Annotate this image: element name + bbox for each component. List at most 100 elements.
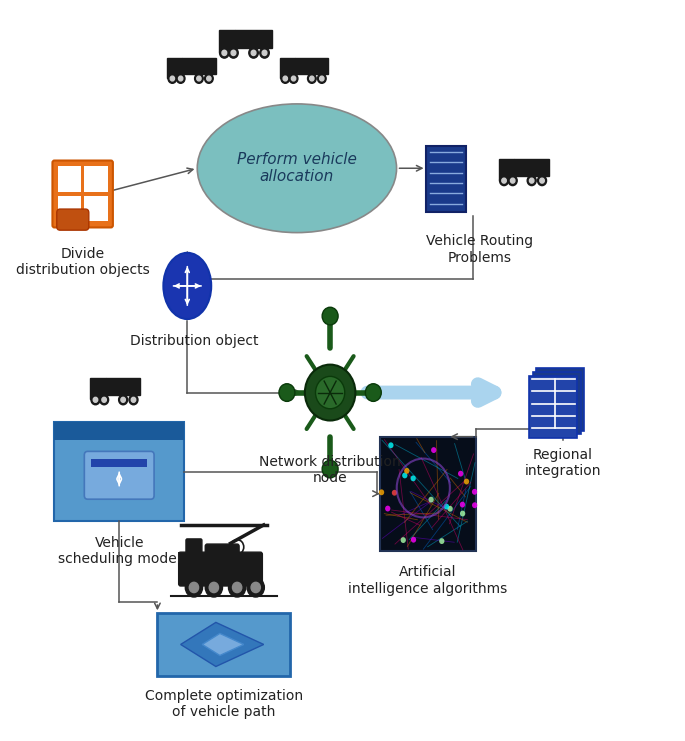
Circle shape [119,395,127,405]
Circle shape [464,479,469,485]
Circle shape [205,74,213,83]
Circle shape [458,471,463,476]
Circle shape [207,76,211,81]
Circle shape [170,76,175,81]
Circle shape [431,447,436,453]
Circle shape [308,74,316,83]
Circle shape [379,489,384,495]
Circle shape [460,502,465,508]
FancyBboxPatch shape [158,614,290,676]
Circle shape [260,47,269,58]
Ellipse shape [197,104,397,233]
Circle shape [320,76,324,81]
Circle shape [305,365,356,420]
Circle shape [322,308,338,325]
Circle shape [388,442,394,448]
FancyBboxPatch shape [58,167,81,192]
FancyBboxPatch shape [427,146,466,213]
FancyBboxPatch shape [91,459,147,467]
Circle shape [392,490,397,496]
FancyBboxPatch shape [167,58,182,78]
Circle shape [231,50,236,56]
Circle shape [93,397,98,402]
Text: Artificial
intelligence algorithms: Artificial intelligence algorithms [349,565,508,596]
Polygon shape [202,634,244,656]
FancyBboxPatch shape [84,167,108,192]
Circle shape [132,397,136,402]
Circle shape [220,47,229,58]
Circle shape [499,176,508,185]
Circle shape [444,504,449,510]
Circle shape [168,74,177,83]
Circle shape [289,74,298,83]
FancyBboxPatch shape [499,159,514,180]
FancyBboxPatch shape [58,196,81,222]
FancyBboxPatch shape [84,451,154,499]
FancyBboxPatch shape [536,368,584,431]
FancyBboxPatch shape [182,58,216,74]
FancyBboxPatch shape [54,422,184,440]
Circle shape [249,47,258,58]
FancyBboxPatch shape [219,30,235,52]
FancyBboxPatch shape [90,378,106,399]
Circle shape [262,50,267,56]
Circle shape [91,395,100,405]
Circle shape [310,76,314,81]
Circle shape [281,74,290,83]
Text: Vehicle
scheduling model: Vehicle scheduling model [58,536,181,566]
FancyBboxPatch shape [206,544,239,562]
FancyBboxPatch shape [84,196,108,222]
FancyBboxPatch shape [295,58,329,74]
FancyBboxPatch shape [186,539,202,558]
Circle shape [530,178,534,183]
Circle shape [508,176,517,185]
Circle shape [411,536,416,542]
Circle shape [291,76,296,81]
Circle shape [401,537,406,543]
FancyBboxPatch shape [514,159,549,176]
Text: Perform vehicle
allocation: Perform vehicle allocation [237,152,357,185]
Circle shape [439,538,445,544]
FancyBboxPatch shape [179,552,262,586]
FancyBboxPatch shape [380,436,476,551]
Circle shape [232,582,242,593]
Circle shape [206,578,223,597]
FancyBboxPatch shape [106,378,140,395]
Text: Distribution object: Distribution object [129,333,258,348]
Circle shape [428,496,434,502]
Circle shape [540,178,545,183]
Circle shape [404,468,410,473]
Circle shape [247,578,264,597]
Circle shape [197,76,201,81]
Circle shape [472,489,477,495]
Circle shape [283,76,288,81]
Circle shape [179,76,183,81]
FancyBboxPatch shape [235,30,272,48]
Circle shape [279,384,295,402]
Circle shape [502,178,506,183]
Text: Regional
integration: Regional integration [525,448,601,478]
Text: Divide
distribution objects: Divide distribution objects [16,247,149,277]
FancyBboxPatch shape [530,376,577,438]
Circle shape [176,74,185,83]
Circle shape [102,397,106,402]
Circle shape [365,384,382,402]
Polygon shape [181,622,264,666]
Circle shape [99,395,109,405]
Circle shape [121,397,125,402]
Circle shape [186,578,203,597]
Text: Network distribution
node: Network distribution node [259,455,401,485]
Circle shape [538,176,547,185]
Circle shape [472,502,477,508]
Circle shape [510,178,515,183]
Circle shape [316,376,345,409]
Circle shape [229,47,238,58]
Circle shape [251,582,260,593]
Text: Complete optimization
of vehicle path: Complete optimization of vehicle path [145,689,303,720]
Circle shape [209,582,219,593]
Circle shape [189,582,199,593]
FancyBboxPatch shape [54,422,184,521]
Circle shape [460,511,465,516]
FancyBboxPatch shape [533,372,581,434]
FancyBboxPatch shape [280,58,295,78]
